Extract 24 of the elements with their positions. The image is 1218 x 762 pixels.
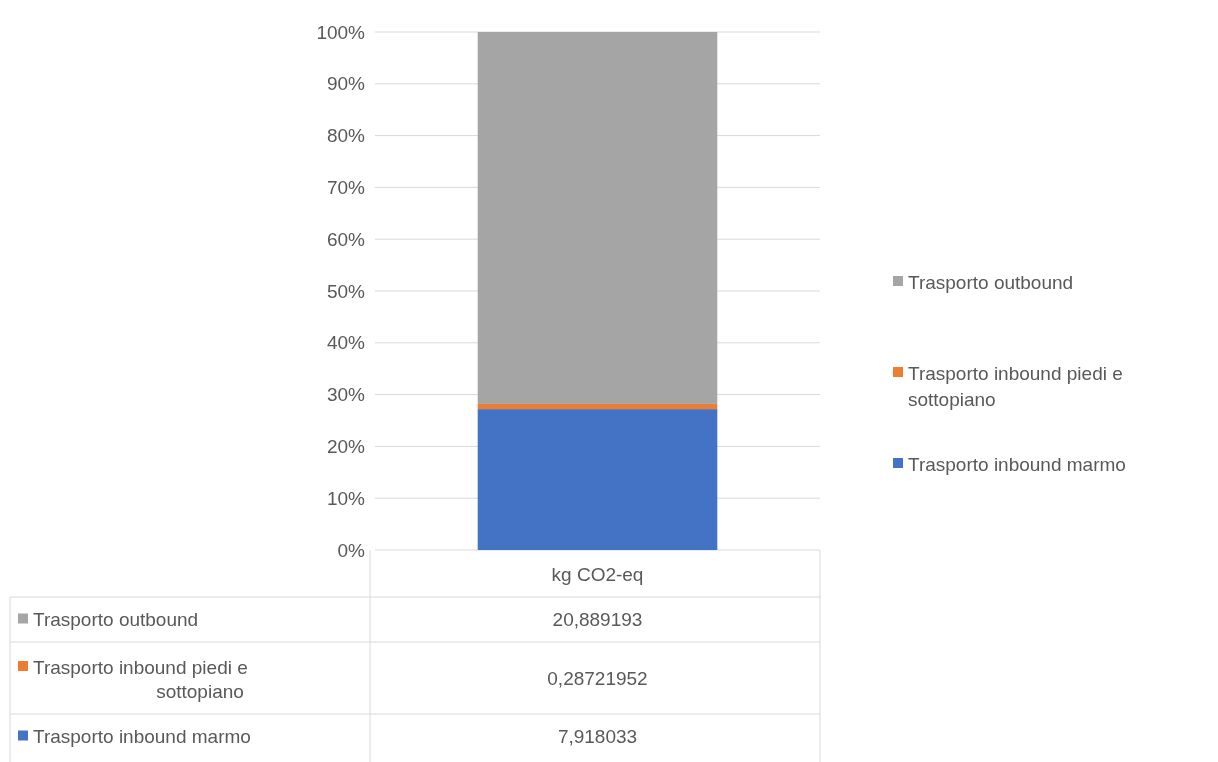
- x-tick-label: kg CO2-eq: [551, 563, 644, 585]
- legend-label: Trasporto inbound marmo: [908, 453, 1126, 475]
- bar: [477, 403, 718, 410]
- bar: [477, 409, 718, 550]
- y-tick-label: 40%: [326, 332, 366, 354]
- text: 20,889193: [552, 609, 643, 631]
- legend-label: Trasporto outbound: [908, 271, 1074, 293]
- y-tick-label: 80%: [326, 125, 366, 147]
- text: Trasporto outbound: [33, 609, 199, 631]
- bar: [477, 32, 718, 404]
- text: 7,918033: [557, 726, 638, 748]
- y-tick-label: 30%: [326, 384, 366, 406]
- y-tick-label: 70%: [326, 177, 366, 199]
- y-tick-label: 20%: [326, 436, 366, 458]
- y-tick-label: 10%: [326, 487, 366, 509]
- text: Trasporto inbound piedi e sottopiano: [33, 656, 248, 702]
- y-tick-label: 90%: [326, 73, 366, 95]
- legend-label: Trasporto inbound piedi e sottopiano: [908, 362, 1123, 410]
- text: Trasporto inbound marmo: [33, 726, 251, 748]
- y-tick-label: 100%: [316, 21, 366, 43]
- y-tick-label: 50%: [326, 280, 366, 302]
- text: 0,28721952: [547, 667, 648, 689]
- y-tick-label: 0%: [337, 539, 366, 561]
- y-tick-label: 60%: [326, 228, 366, 250]
